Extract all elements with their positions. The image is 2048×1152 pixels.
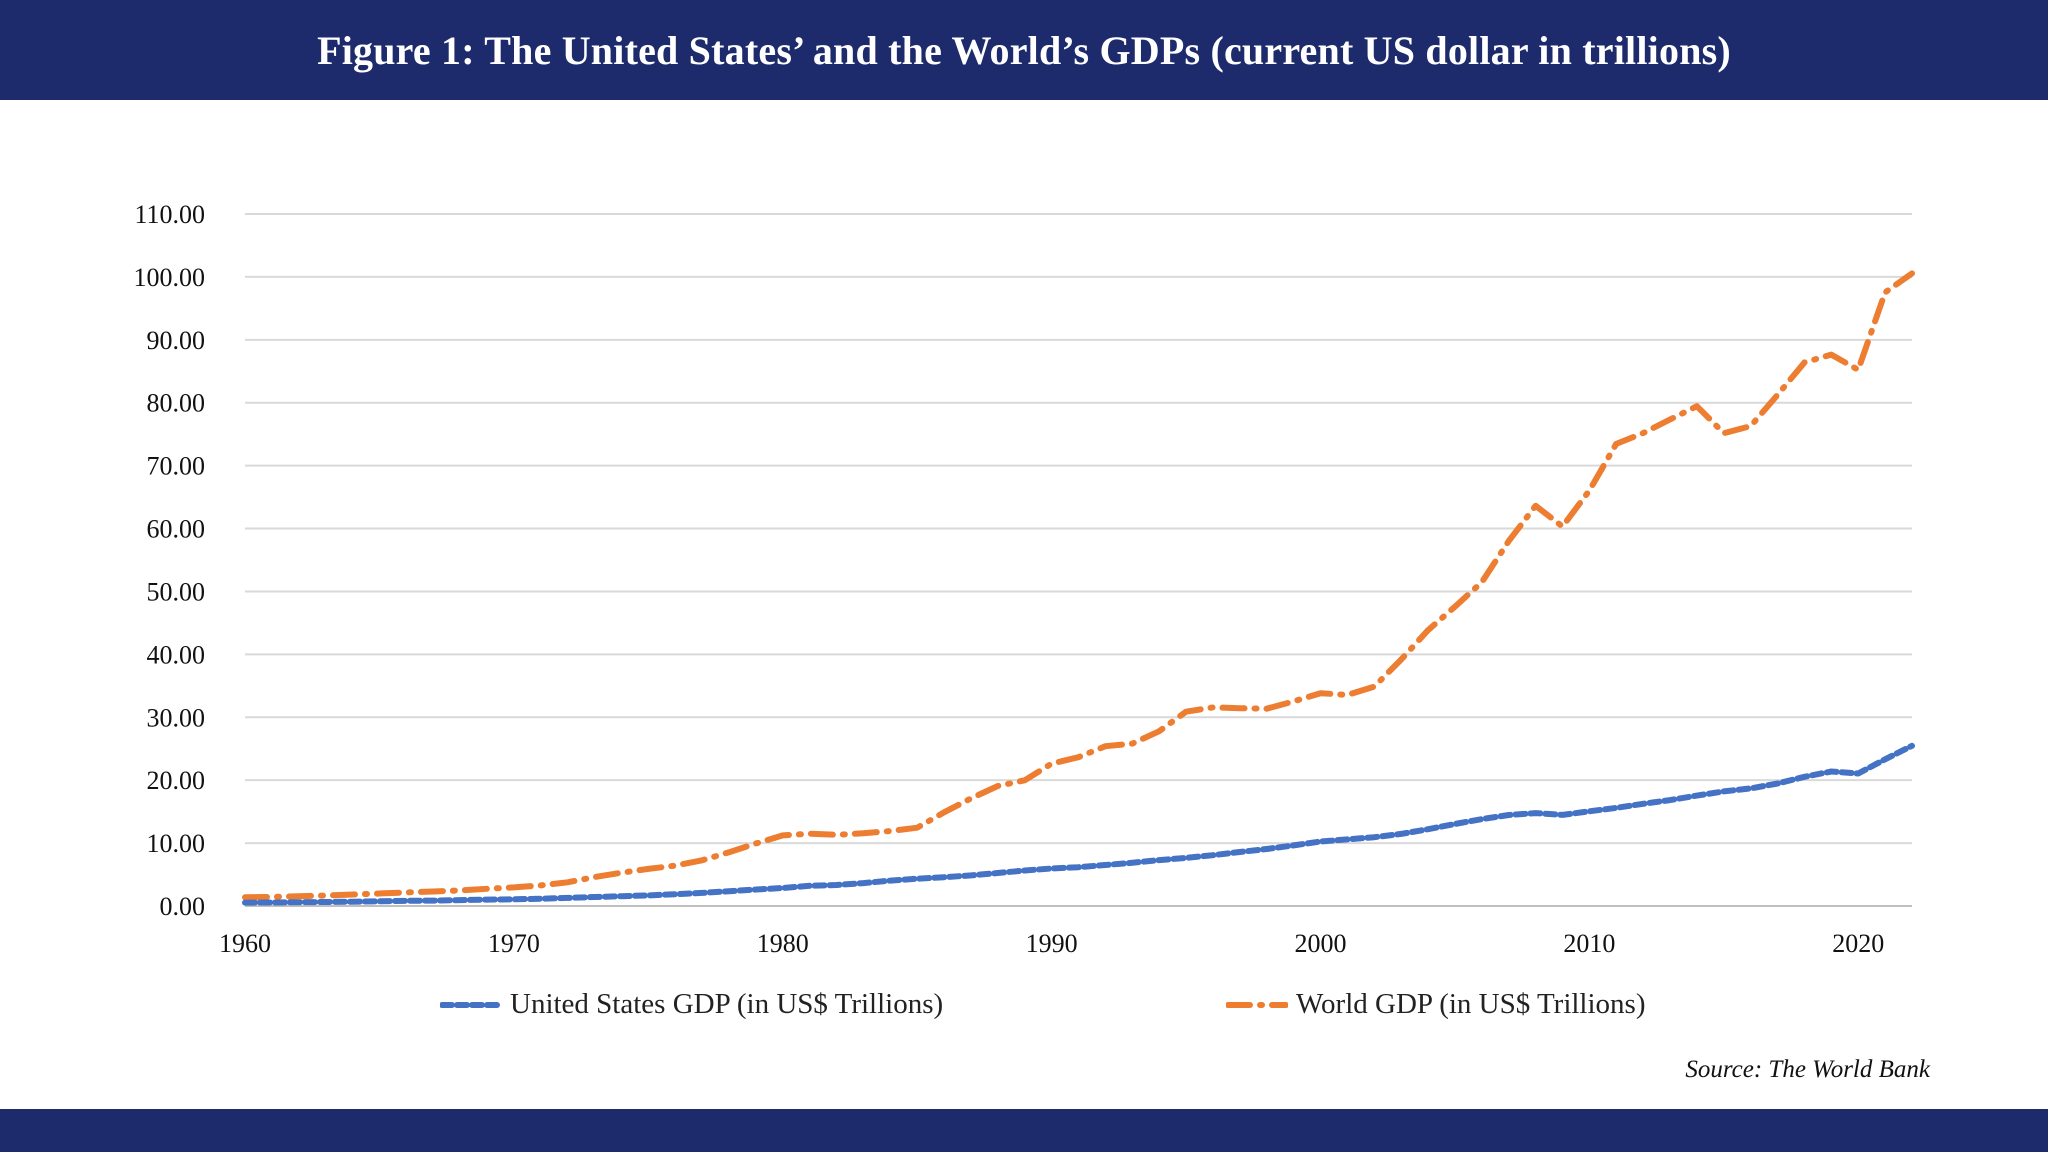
- series-line-world: [242, 270, 1915, 901]
- y-axis-ticks: 0.00 10.00 20.00 30.00 40.00 50.00 60.00 70.00 8…: [134, 200, 206, 921]
- y-tick-label: 100.00: [134, 263, 206, 292]
- y-tick-label: 90.00: [147, 326, 206, 355]
- x-tick-label: 1970: [488, 929, 540, 958]
- x-axis-ticks: 1960 1970 1980 1990 2000 2010 2020: [219, 929, 1884, 958]
- y-tick-label: 40.00: [147, 640, 206, 669]
- x-tick-label: 2000: [1294, 929, 1346, 958]
- series-line-us: [242, 742, 1915, 906]
- x-tick-label: 1960: [219, 929, 271, 958]
- y-tick-label: 0.00: [160, 892, 206, 921]
- legend-item-world: World GDP (in US$ Trillions): [1226, 988, 1646, 1021]
- x-tick-label: 1990: [1026, 929, 1078, 958]
- x-tick-label: 2010: [1563, 929, 1615, 958]
- y-tick-label: 10.00: [147, 829, 206, 858]
- legend-swatch-world: [1226, 1001, 1288, 1008]
- gridlines: [245, 213, 1912, 845]
- series-layer: [242, 270, 1915, 906]
- y-tick-label: 60.00: [147, 515, 206, 544]
- y-tick-label: 110.00: [134, 200, 205, 229]
- legend: United States GDP (in US$ Trillions) Wor…: [0, 988, 2048, 1032]
- y-tick-label: 30.00: [147, 703, 206, 732]
- legend-item-us: United States GDP (in US$ Trillions): [440, 988, 943, 1021]
- chart-title: Figure 1: The United States’ and the Wor…: [317, 27, 1731, 73]
- y-tick-label: 70.00: [147, 452, 206, 481]
- x-tick-label: 1980: [757, 929, 809, 958]
- legend-swatch-us: [440, 1001, 502, 1008]
- title-band: Figure 1: The United States’ and the Wor…: [0, 0, 2048, 100]
- footer-band: [0, 1109, 2048, 1152]
- x-tick-label: 2020: [1832, 929, 1884, 958]
- legend-label-us: United States GDP (in US$ Trillions): [510, 988, 944, 1020]
- y-tick-label: 50.00: [147, 577, 206, 606]
- legend-label-world: World GDP (in US$ Trillions): [1296, 988, 1646, 1020]
- source-note: Source: The World Bank: [1685, 1056, 1930, 1083]
- y-tick-label: 80.00: [147, 389, 206, 418]
- y-tick-label: 20.00: [147, 766, 206, 795]
